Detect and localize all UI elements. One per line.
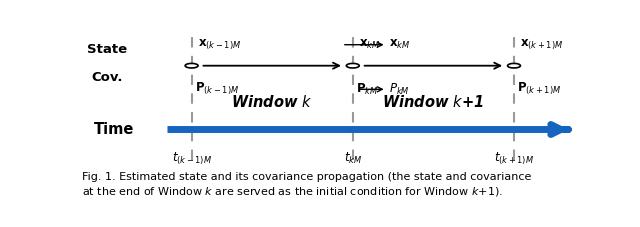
Text: $\mathbf{P}_{(k-1)M}$: $\mathbf{P}_{(k-1)M}$	[195, 81, 239, 97]
Text: Window $k$+1: Window $k$+1	[382, 94, 484, 109]
Text: $\mathbf{P}_{kM}$: $\mathbf{P}_{kM}$	[356, 82, 379, 97]
Text: $P_{kM}$: $P_{kM}$	[388, 82, 409, 97]
Text: at the end of Window $k$ are served as the initial condition for Window $k$+1).: at the end of Window $k$ are served as t…	[83, 185, 504, 198]
Circle shape	[185, 63, 198, 68]
Circle shape	[346, 63, 359, 68]
Text: $t_{kM}$: $t_{kM}$	[344, 151, 362, 165]
Text: Fig. 1. Estimated state and its covariance propagation (the state and covariance: Fig. 1. Estimated state and its covarian…	[83, 172, 532, 182]
Text: Time: Time	[93, 122, 134, 137]
Text: $\mathbf{x}_{kM}$: $\mathbf{x}_{kM}$	[388, 38, 410, 51]
Text: $\mathbf{P}_{(k+1)M}$: $\mathbf{P}_{(k+1)M}$	[518, 81, 562, 97]
Text: Cov.: Cov.	[92, 71, 123, 84]
Text: $\mathbf{x}_{(k+1)M}$: $\mathbf{x}_{(k+1)M}$	[520, 37, 563, 52]
Text: $t_{(k-1)M}$: $t_{(k-1)M}$	[172, 151, 212, 167]
Text: $t_{(k+1)M}$: $t_{(k+1)M}$	[494, 151, 534, 167]
Text: $\mathbf{x}_{kM}$: $\mathbf{x}_{kM}$	[359, 38, 380, 51]
Text: $\mathbf{x}_{(k-1)M}$: $\mathbf{x}_{(k-1)M}$	[198, 37, 241, 52]
Text: State: State	[87, 43, 127, 56]
Circle shape	[508, 63, 520, 68]
Text: Window $k$: Window $k$	[231, 94, 313, 109]
